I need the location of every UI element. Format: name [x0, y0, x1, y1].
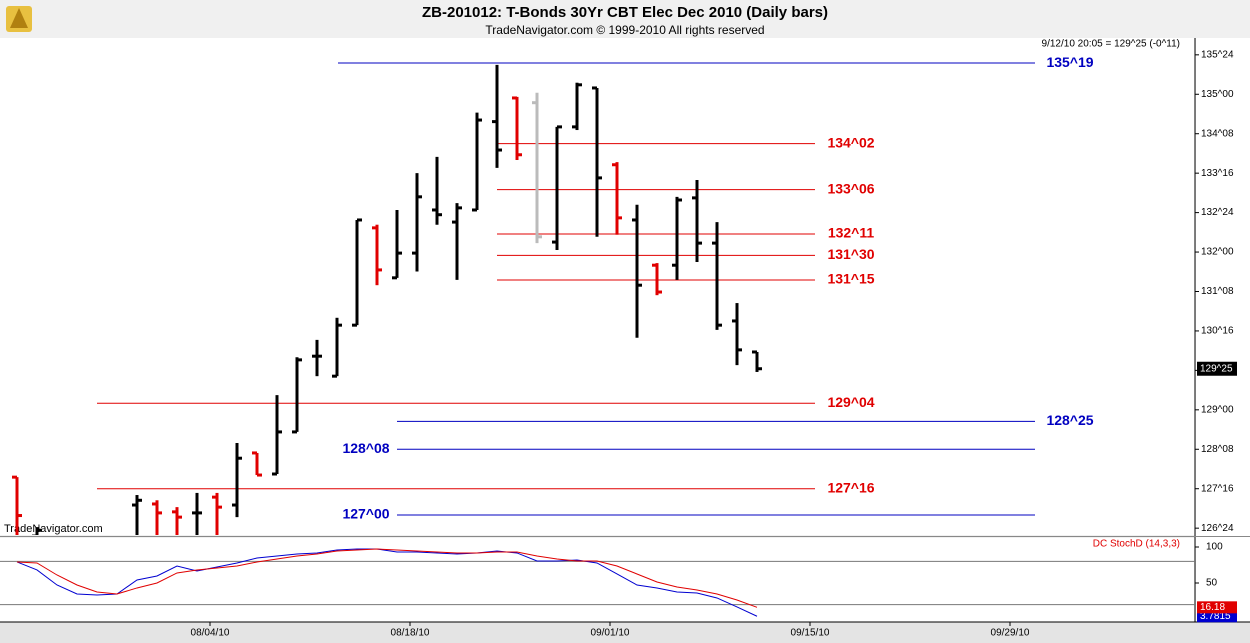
x-tick-label: 09/01/10 — [591, 628, 630, 639]
ohlc-bar — [692, 180, 702, 263]
y-tick-label: 135^00 — [1201, 89, 1234, 100]
watermark: TradeNavigator.com — [4, 523, 103, 535]
y-tick-label: 128^08 — [1201, 444, 1234, 455]
y-tick-label: 133^16 — [1201, 168, 1234, 179]
last-price-box — [1197, 361, 1237, 376]
indicator-area — [0, 538, 1195, 622]
y-tick-label: 126^24 — [1201, 523, 1234, 534]
ohlc-bar — [132, 495, 142, 535]
ohlc-bar — [292, 357, 302, 434]
y-tick-label: 129^00 — [1201, 404, 1234, 415]
status-text: 9/12/10 20:05 = 129^25 (-0^11) — [1042, 39, 1180, 50]
x-tick-label: 08/04/10 — [191, 628, 230, 639]
level-label: 127^16 — [827, 479, 874, 495]
ohlc-bar — [532, 92, 542, 244]
ohlc-bar — [512, 96, 522, 161]
y-tick-label: 127^16 — [1201, 483, 1234, 494]
level-label: 135^19 — [1046, 54, 1093, 70]
chart-subtitle: TradeNavigator.com © 1999-2010 All right… — [485, 23, 764, 37]
x-tick-label: 09/15/10 — [791, 628, 830, 639]
value-label: 3.7815 — [1200, 611, 1231, 622]
ohlc-bar — [592, 86, 602, 237]
level-label: 131^30 — [827, 246, 874, 262]
price-plot — [12, 62, 1035, 535]
ohlc-bar — [192, 492, 202, 535]
price-axis — [1196, 38, 1250, 622]
y-tick-label: 134^08 — [1201, 128, 1234, 139]
ohlc-bar — [672, 196, 682, 280]
ohlc-bar — [412, 173, 422, 272]
ohlc-bar — [732, 303, 742, 366]
ohlc-bar — [572, 82, 582, 131]
level-label: 127^00 — [342, 506, 389, 522]
ohlc-bar — [712, 222, 722, 330]
ohlc-bar — [612, 162, 622, 235]
level-label: 128^25 — [1046, 412, 1093, 428]
ohlc-bar — [372, 224, 382, 286]
level-label: 133^06 — [827, 180, 874, 196]
axes: 135^24 135^00 134^08 133^16 132^24 132^00 131^… — [191, 49, 1237, 639]
value-label: 16.18 — [1200, 602, 1225, 613]
ohlc-bar — [392, 209, 402, 280]
ohlc-bar — [492, 64, 502, 168]
ohlc-bar — [632, 204, 642, 338]
ohlc-bar — [552, 125, 562, 250]
y-tick-label: 135^24 — [1201, 49, 1234, 60]
indicator-line — [16, 548, 758, 608]
level-label: 134^02 — [827, 134, 874, 150]
y-tick-label: 131^08 — [1201, 286, 1234, 297]
chart-title: ZB-201012: T-Bonds 30Yr CBT Elec Dec 201… — [422, 4, 828, 21]
ohlc-bar — [152, 500, 162, 535]
y-tick-label: 132^24 — [1201, 207, 1234, 218]
last-price-label: 129^25 — [1200, 363, 1233, 374]
level-label: 131^15 — [827, 271, 874, 287]
level-label: 128^08 — [342, 440, 389, 456]
ohlc-bar — [32, 527, 42, 535]
ohlc-bar — [12, 475, 22, 535]
ohlc-bar — [272, 395, 282, 476]
ohlc-bar — [652, 263, 662, 296]
y-tick-label: 100 — [1206, 542, 1223, 553]
ohlc-bar — [232, 442, 242, 518]
x-tick-label: 08/18/10 — [391, 628, 430, 639]
ohlc-bar — [452, 203, 462, 280]
time-axis — [0, 622, 1250, 643]
ohlc-bar — [172, 507, 182, 535]
indicator-plot — [0, 548, 1195, 617]
ohlc-bar — [472, 112, 482, 212]
level-label: 129^04 — [827, 394, 874, 410]
logo — [6, 6, 32, 32]
ohlc-bar — [332, 317, 342, 378]
indicator-line — [16, 548, 758, 617]
value-box — [1197, 601, 1237, 614]
x-tick-label: 09/29/10 — [991, 628, 1030, 639]
y-tick-label: 130^16 — [1201, 326, 1234, 337]
ohlc-bar — [752, 350, 762, 372]
ohlc-bar — [432, 156, 442, 225]
y-tick-label: 132^00 — [1201, 247, 1234, 258]
level-label: 132^11 — [828, 225, 875, 241]
ohlc-bar — [312, 339, 322, 377]
ohlc-bar — [252, 451, 262, 477]
ohlc-bar — [212, 492, 222, 535]
ohlc-bar — [352, 218, 362, 327]
indicator-title: DC StochD (14,3,3) — [1093, 539, 1180, 550]
y-tick-label: 50 — [1206, 578, 1218, 589]
